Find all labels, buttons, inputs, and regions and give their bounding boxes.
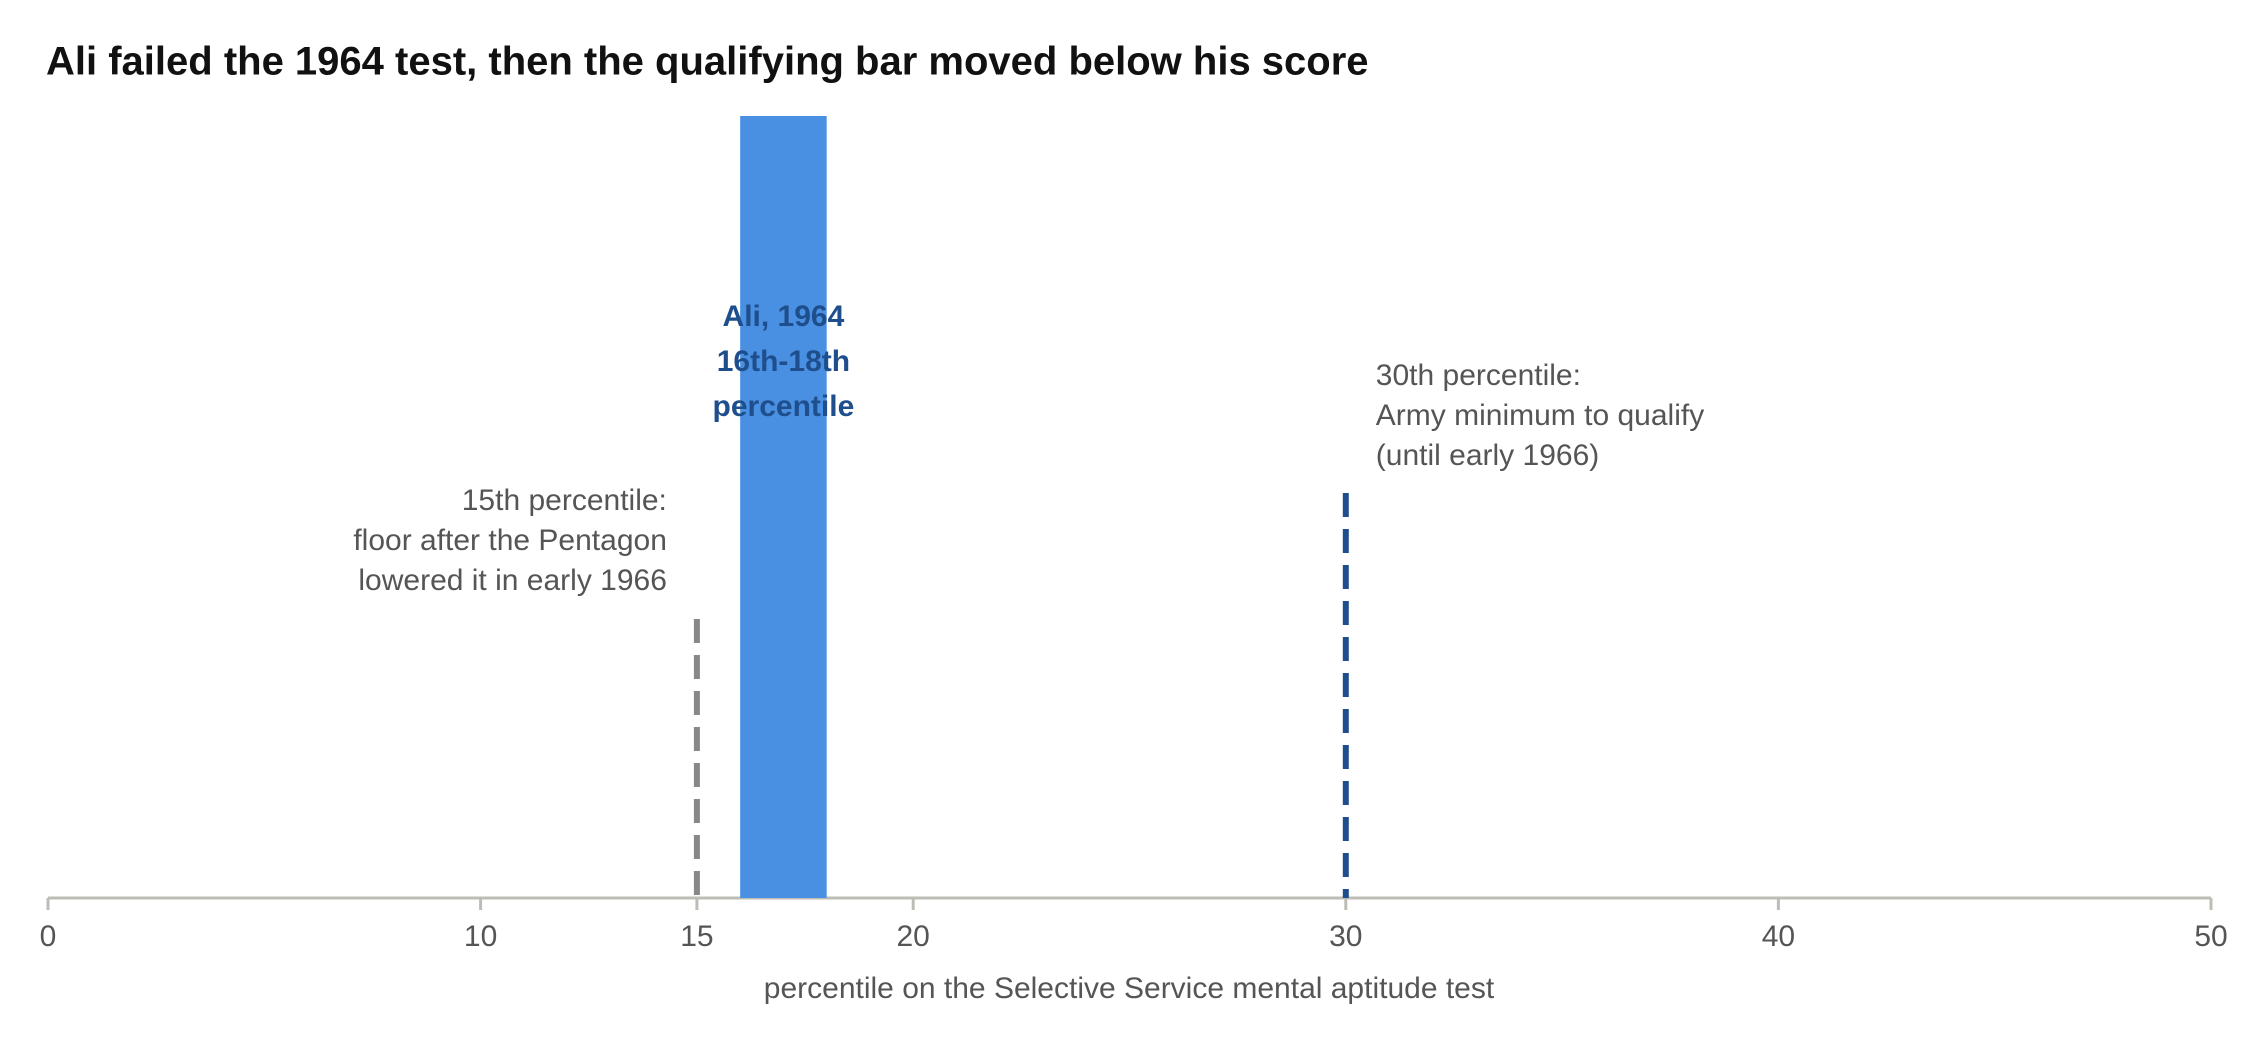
reference-label: lowered it in early 1966 xyxy=(358,564,667,597)
reference-label: floor after the Pentagon xyxy=(353,524,667,557)
reference-label: 15th percentile: xyxy=(462,484,667,517)
range-label: Ali, 1964 xyxy=(723,300,845,333)
range-label: percentile xyxy=(713,390,855,423)
reference-label: 30th percentile: xyxy=(1376,359,1581,392)
x-tick-label: 40 xyxy=(1762,920,1795,953)
x-tick-label: 10 xyxy=(464,920,497,953)
x-tick-label: 0 xyxy=(40,920,57,953)
x-tick-label: 20 xyxy=(897,920,930,953)
x-tick-label: 30 xyxy=(1329,920,1362,953)
reference-label: (until early 1966) xyxy=(1376,439,1599,472)
reference-label: Army minimum to qualify xyxy=(1376,399,1704,432)
x-tick-label: 50 xyxy=(2194,920,2227,953)
range-label: 16th-18th xyxy=(717,345,850,378)
x-tick-label: 15 xyxy=(680,920,713,953)
chart-title: Ali failed the 1964 test, then the quali… xyxy=(46,40,1369,84)
x-axis-label: percentile on the Selective Service ment… xyxy=(764,972,1495,1005)
range-bar xyxy=(740,116,827,898)
